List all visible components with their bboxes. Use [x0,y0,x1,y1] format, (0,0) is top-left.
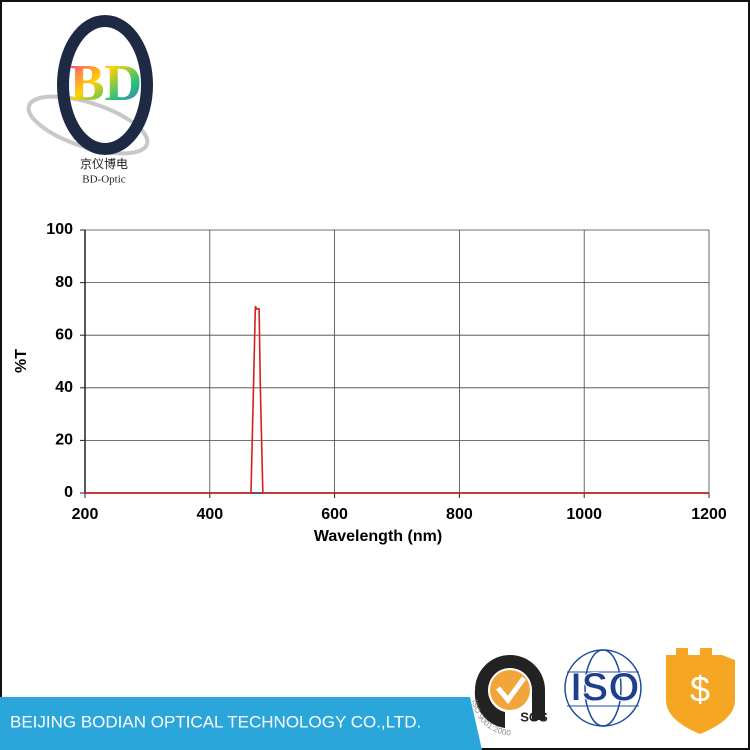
series-line [85,305,709,494]
sgs-check [496,676,527,705]
y-tick-label: 20 [55,432,73,449]
logo-cn: 京仪博电 [80,156,128,171]
sgs-disc [490,670,530,710]
logo-o [57,15,153,155]
iso-badge: ISO [564,649,642,727]
footer-bar [0,697,482,750]
y-axis-label: %T [13,349,30,373]
logo: BD 京仪博电 BD-Optic [26,15,153,186]
x-tick-label: 800 [446,506,473,523]
x-tick-label: 1000 [566,506,602,523]
currency-shield [666,648,735,734]
footer-text: BEIJING BODIAN OPTICAL TECHNOLOGY CO.,LT… [10,712,421,731]
logo-en: BD-Optic [82,174,126,186]
y-tick-label: 80 [55,274,73,291]
y-tick-label: 60 [55,326,73,343]
iso-text: ISO [571,666,640,710]
currency-badge: $ [666,648,735,734]
y-tick-label: 100 [46,221,73,238]
currency-text: $ [690,669,710,710]
x-tick-label: 1200 [691,506,727,523]
iso-meridian [584,649,622,727]
x-axis-label: Wavelength (nm) [314,528,442,545]
sgs-ring [474,655,545,728]
logo-mark: BD [70,55,142,112]
x-tick-label: 400 [196,506,223,523]
x-tick-label: 200 [72,506,99,523]
y-tick-label: 40 [55,379,73,396]
y-tick-label: 0 [64,484,73,501]
chart: Wavelength (nm) %T 0 20 40 60 80 100 200 400 600… [13,221,727,545]
sgs-text: SGS [520,709,548,724]
x-tick-label: 600 [321,506,348,523]
